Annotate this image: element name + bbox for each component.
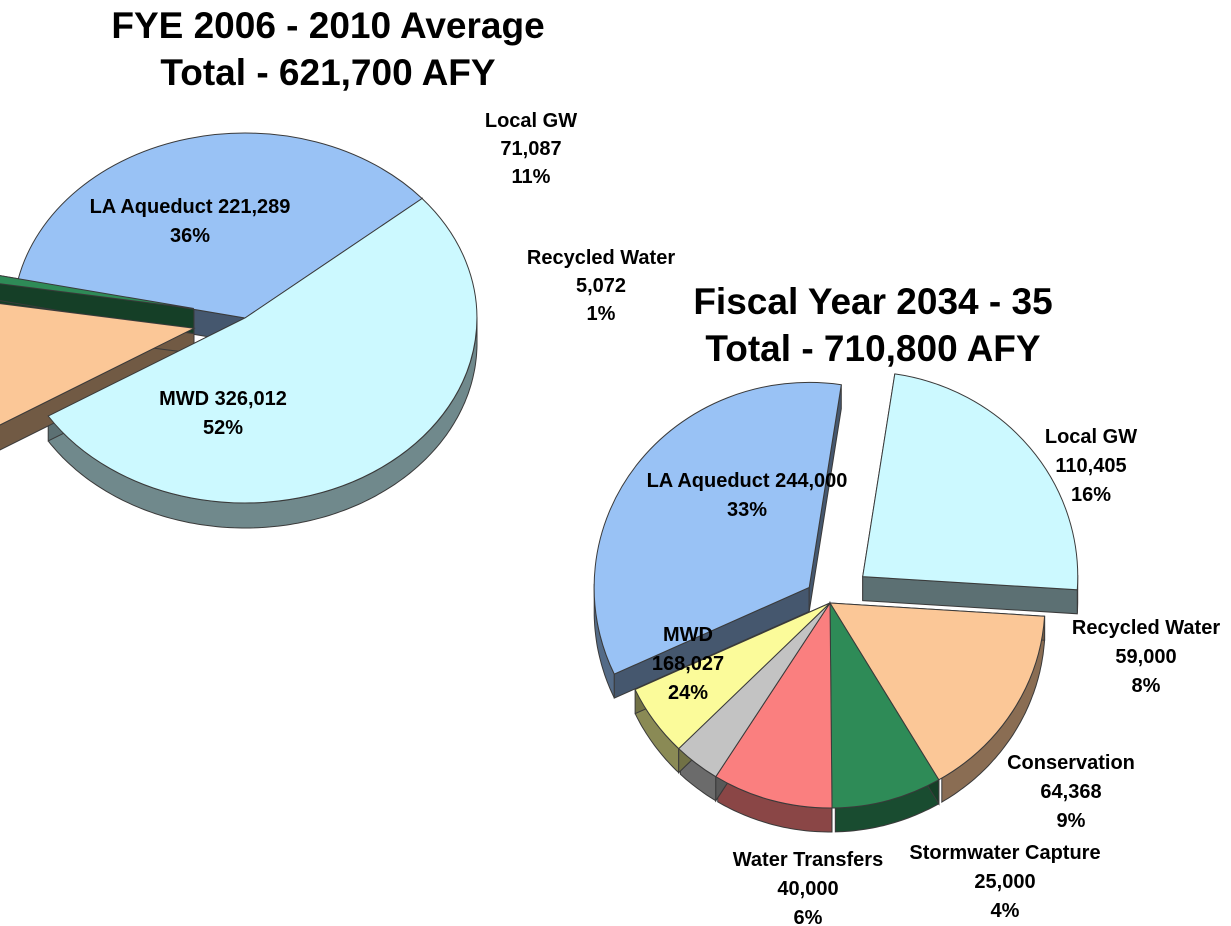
pie-chart-2034-35 [593, 373, 1079, 833]
chart2-transfers-pct: 6% [794, 907, 823, 926]
chart1-la-aqueduct-pct: 36% [170, 225, 210, 247]
chart2-local-gw-pct: 16% [1071, 484, 1111, 506]
chart2-title-line2: Total - 710,800 AFY [705, 328, 1040, 369]
chart2-mwd-value: 168,027 [652, 653, 724, 675]
chart2-mwd-pct: 24% [668, 682, 708, 704]
pie-slice-rec [0, 275, 194, 309]
pie-chart-2006-2010 [0, 132, 478, 529]
chart1-recycled-pct: 1% [587, 303, 616, 325]
chart1-local-gw-value: 71,087 [500, 138, 561, 160]
chart2-stormwater-value: 25,000 [974, 871, 1035, 893]
pie-slice-gw [0, 303, 196, 426]
chart2-mwd-name: MWD [663, 624, 713, 646]
pie-slice-la [593, 381, 842, 675]
chart1-local-gw-pct: 11% [512, 166, 551, 188]
chart1-mwd-pct: 52% [203, 417, 243, 439]
chart2-transfers-value: 40,000 [777, 878, 838, 900]
chart1-title-line1: FYE 2006 - 2010 Average [111, 5, 544, 46]
chart2-la-aqueduct-label: LA Aqueduct 244,000 [647, 470, 848, 492]
chart1-title-line2: Total - 621,700 AFY [160, 52, 495, 93]
pie-slice-rec [829, 601, 940, 809]
pie-slice-trans [634, 602, 831, 750]
chart2-conservation-name: Conservation [1007, 752, 1135, 774]
chart2-stormwater-name: Stormwater Capture [909, 842, 1100, 864]
pie-slice-mwd [47, 197, 478, 504]
chart1-recycled-name: Recycled Water [527, 247, 675, 269]
chart1-local-gw-name: Local GW [485, 110, 577, 132]
chart2-conservation-value: 64,368 [1040, 781, 1101, 803]
chart2-recycled-name: Recycled Water [1072, 617, 1220, 639]
chart1-la-aqueduct-label: LA Aqueduct 221,289 [90, 196, 291, 218]
pie-slice-gw [829, 602, 1046, 781]
chart2-recycled-pct: 8% [1132, 675, 1161, 697]
chart2-title-line1: Fiscal Year 2034 - 35 [693, 281, 1052, 322]
chart1-mwd-label: MWD 326,012 [159, 388, 287, 410]
pie-slice-mwd [862, 373, 1079, 591]
pie-slice-cons [715, 601, 833, 809]
pie-slice-la [17, 132, 423, 319]
chart1-recycled-value: 5,072 [576, 275, 626, 297]
chart2-la-aqueduct-pct: 33% [727, 499, 767, 521]
chart2-stormwater-pct: 4% [991, 900, 1020, 922]
chart2-local-gw-name: Local GW [1045, 426, 1137, 448]
chart2-recycled-value: 59,000 [1115, 646, 1176, 668]
chart2-transfers-name: Water Transfers [733, 849, 883, 871]
chart2-conservation-pct: 9% [1057, 810, 1086, 832]
chart2-local-gw-value: 110,405 [1055, 455, 1126, 477]
